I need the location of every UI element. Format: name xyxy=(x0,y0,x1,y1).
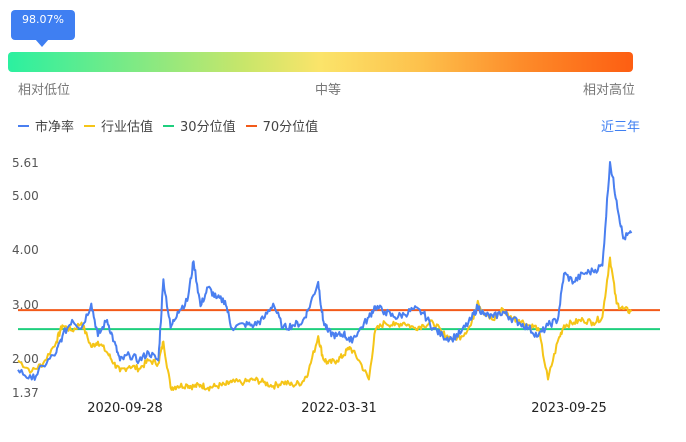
legend-label-p70: 70分位值 xyxy=(262,120,319,135)
percentile-value: 98.07% xyxy=(22,13,64,26)
legend-label-pb: 市净率 xyxy=(35,120,75,135)
scale-mid-label: 中等 xyxy=(315,83,342,98)
legend-swatch-industry xyxy=(84,124,96,127)
x-tick-label: 2023-09-25 xyxy=(531,401,607,416)
legend-item-p70[interactable]: 70分位值 xyxy=(245,116,319,135)
legend-swatch-p30 xyxy=(163,124,175,127)
y-tick-label: 2.00 xyxy=(12,352,39,366)
scale-high-label: 相对高位 xyxy=(583,83,636,98)
x-tick-label: 2022-03-31 xyxy=(301,401,377,416)
pb-series-line xyxy=(17,161,633,381)
y-tick-label: 4.00 xyxy=(12,243,39,257)
x-tick-label: 2020-09-28 xyxy=(87,401,163,416)
legend-label-p30: 30分位值 xyxy=(180,120,236,135)
legend-swatch-pb xyxy=(18,124,29,127)
legend-swatch-p70 xyxy=(245,124,257,127)
period-selector[interactable]: 近三年 xyxy=(600,120,640,135)
legend-item-industry[interactable]: 行业估值 xyxy=(84,116,153,135)
y-tick-label: 1.37 xyxy=(12,386,39,400)
legend-label-industry: 行业估值 xyxy=(101,120,154,135)
scale-low-label: 相对低位 xyxy=(18,83,71,98)
y-tick-label: 5.61 xyxy=(12,156,39,170)
legend-item-p30[interactable]: 30分位值 xyxy=(163,116,236,135)
chart-legend: 市净率 行业估值 30分位值 70分位值 xyxy=(18,116,328,135)
y-tick-label: 3.00 xyxy=(12,298,39,312)
y-tick-label: 5.00 xyxy=(12,189,39,203)
percentile-tooltip: 98.07% xyxy=(11,10,75,47)
percentile-gradient-bar xyxy=(8,52,633,72)
legend-item-pb[interactable]: 市净率 xyxy=(18,116,74,135)
